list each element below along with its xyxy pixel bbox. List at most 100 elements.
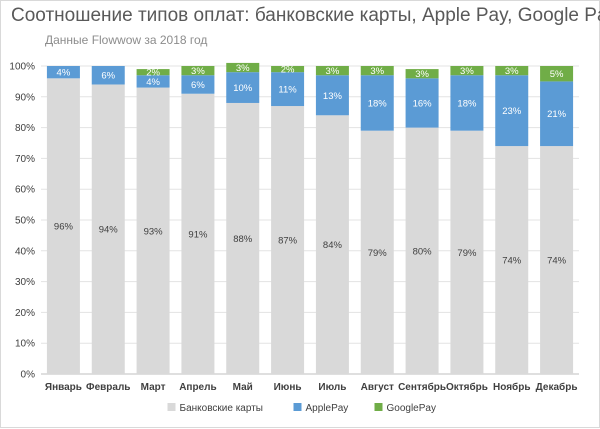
x-tick-label: Май: [233, 382, 253, 393]
data-label: 23%: [502, 106, 522, 117]
data-label: 13%: [323, 91, 343, 102]
data-label: 5%: [550, 69, 564, 80]
x-tick-label: Февраль: [86, 382, 130, 393]
bar-segment-googlepay: [136, 69, 170, 76]
bar-segment-googlepay: [360, 66, 394, 76]
data-label: 11%: [278, 85, 297, 96]
bar-segment-googlepay: [405, 69, 439, 79]
x-tick-label: Октябрь: [446, 381, 488, 393]
data-label: 21%: [547, 109, 567, 120]
data-label: 10%: [233, 83, 253, 94]
bar-segment-bank: [315, 115, 349, 374]
data-label: 84%: [323, 240, 343, 251]
legend-label-googlepay: GooglePay: [387, 403, 436, 414]
data-label: 6%: [101, 71, 115, 82]
bar-segment-bank: [405, 127, 439, 374]
bar-segment-googlepay: [495, 66, 529, 76]
data-label: 91%: [188, 229, 208, 240]
bar-segment-googlepay: [181, 66, 215, 76]
data-label: 3%: [460, 66, 474, 77]
data-label: 87%: [278, 236, 298, 247]
data-label: 2%: [146, 68, 160, 79]
data-label: 3%: [415, 69, 429, 80]
data-label: 3%: [191, 66, 205, 77]
x-tick-label: Июнь: [274, 382, 302, 393]
bar-segment-googlepay: [271, 66, 305, 73]
chart-subtitle: Данные Flowwow за 2018 год: [45, 33, 208, 47]
bar-segment-applepay: [136, 75, 170, 88]
data-label: 4%: [57, 68, 71, 79]
bar-segment-bank: [46, 78, 80, 374]
bar-segment-applepay: [226, 72, 260, 103]
bar-segment-applepay: [181, 75, 215, 94]
x-tick-label: Сентябрь: [398, 381, 446, 393]
y-tick-label: 30%: [15, 277, 35, 288]
legend-swatch-googlepay: [374, 403, 383, 411]
data-label: 74%: [502, 256, 522, 267]
bar-segment-bank: [450, 130, 484, 374]
data-label: 94%: [99, 225, 119, 236]
chart-title: Соотношение типов оплат: банковские карт…: [11, 5, 600, 26]
data-label: 16%: [413, 98, 433, 109]
bar-segment-googlepay: [540, 66, 574, 82]
y-tick-label: 90%: [15, 92, 35, 103]
bar-segment-applepay: [495, 75, 529, 147]
x-tick-label: Ноябрь: [493, 381, 530, 393]
bar-segment-bank: [271, 106, 305, 374]
data-label: 3%: [326, 66, 340, 77]
bar-segment-applepay: [360, 75, 394, 131]
legend-swatch-bank: [167, 403, 176, 411]
bar-segment-bank: [136, 87, 170, 374]
bar-segment-applepay: [315, 75, 349, 116]
y-tick-label: 80%: [15, 123, 35, 134]
y-tick-label: 20%: [15, 308, 35, 319]
bar-segment-bank: [360, 130, 394, 374]
data-label: 18%: [457, 98, 477, 109]
bar-segment-bank: [181, 93, 215, 374]
data-label: 79%: [457, 248, 477, 259]
bar-segment-googlepay: [315, 66, 349, 76]
bar-segment-bank: [495, 146, 529, 374]
y-tick-label: 100%: [9, 62, 35, 73]
y-tick-label: 50%: [15, 216, 35, 227]
data-label: 2%: [281, 65, 295, 76]
legend-label-bank: Банковские карты: [180, 403, 263, 414]
bar-segment-bank: [540, 146, 574, 374]
bar-segment-applepay: [450, 75, 484, 131]
x-tick-label: Август: [361, 382, 394, 393]
data-label: 3%: [370, 66, 384, 77]
x-tick-label: Январь: [45, 382, 82, 393]
y-tick-label: 0%: [21, 370, 36, 381]
bar-segment-applepay: [540, 81, 574, 147]
data-label: 79%: [368, 248, 388, 259]
data-label: 88%: [233, 234, 253, 245]
data-label: 18%: [368, 98, 388, 109]
y-tick-label: 40%: [15, 246, 35, 257]
x-tick-label: Декабрь: [536, 381, 578, 393]
bar-segment-applepay: [46, 66, 80, 79]
data-label: 74%: [547, 256, 567, 267]
legend-label-applepay: ApplePay: [306, 403, 349, 414]
y-tick-label: 10%: [15, 339, 35, 350]
x-tick-label: Июль: [318, 382, 346, 393]
bar-segment-googlepay: [450, 66, 484, 76]
bar-segment-googlepay: [226, 62, 260, 73]
data-label: 3%: [236, 63, 250, 74]
data-label: 80%: [413, 246, 433, 257]
bar-segment-applepay: [405, 78, 439, 128]
x-tick-label: Март: [141, 382, 166, 393]
data-label: 96%: [54, 222, 74, 233]
legend-swatch-applepay: [293, 403, 302, 411]
bar-segment-applepay: [91, 66, 125, 85]
y-tick-label: 60%: [15, 185, 35, 196]
data-label: 93%: [144, 226, 164, 237]
bar-segment-applepay: [271, 72, 305, 107]
data-label: 6%: [191, 80, 205, 91]
data-label: 3%: [505, 66, 519, 77]
bar-segment-bank: [91, 84, 125, 374]
data-label: 4%: [146, 77, 160, 88]
bar-segment-bank: [226, 102, 260, 375]
y-tick-label: 70%: [15, 154, 35, 165]
